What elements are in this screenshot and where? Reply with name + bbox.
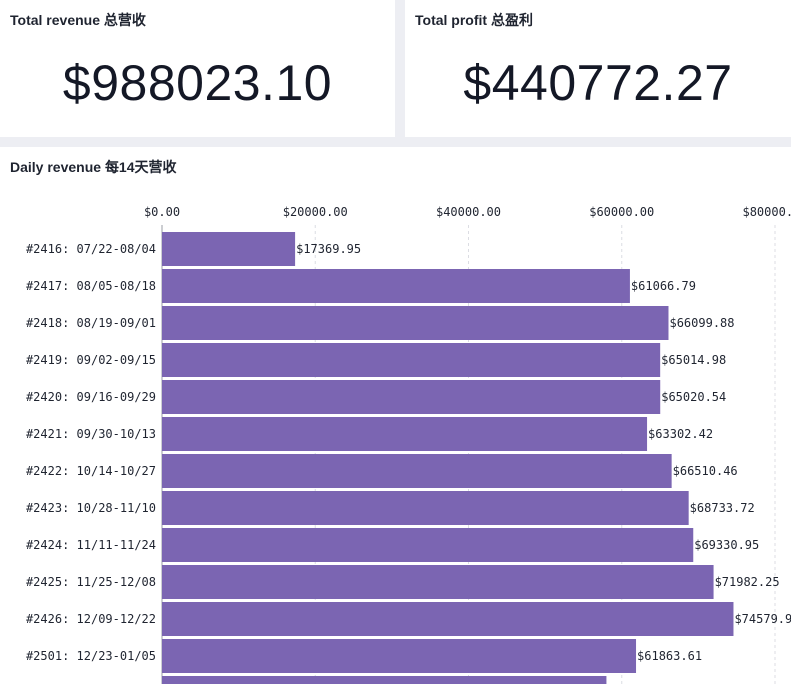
revenue-bar[interactable] bbox=[162, 639, 637, 673]
daily-revenue-title: Daily revenue 每14天营收 bbox=[10, 159, 177, 175]
revenue-bar[interactable] bbox=[162, 528, 694, 562]
total-revenue-title: Total revenue 总营收 bbox=[10, 12, 146, 28]
category-label: #2425: 11/25-12/08 bbox=[26, 575, 156, 589]
category-label: #2416: 07/22-08/04 bbox=[26, 242, 156, 256]
value-label: $65020.54 bbox=[661, 390, 726, 404]
revenue-bar[interactable] bbox=[162, 306, 669, 340]
category-label: #2419: 09/02-09/15 bbox=[26, 353, 156, 367]
x-tick-label: $60000.00 bbox=[589, 205, 654, 219]
value-label: $63302.42 bbox=[648, 427, 713, 441]
total-profit-card: Total profit 总盈利 $440772.27 bbox=[405, 0, 791, 137]
revenue-bar[interactable] bbox=[162, 676, 607, 684]
category-label: #2421: 09/30-10/13 bbox=[26, 427, 156, 441]
revenue-bar[interactable] bbox=[162, 343, 661, 377]
daily-revenue-chart: $0.00 $20000.00 $40000.00 $60000.00 $80000.0… bbox=[26, 205, 791, 684]
value-label: $61066.79 bbox=[631, 279, 696, 293]
revenue-bar[interactable] bbox=[162, 269, 630, 303]
value-label: $68733.72 bbox=[690, 501, 755, 515]
category-label: #2420: 09/16-09/29 bbox=[26, 390, 156, 404]
category-label: #2417: 08/05-08/18 bbox=[26, 279, 156, 293]
daily-revenue-card: $0.00 $20000.00 $40000.00 $60000.00 $80000.0… bbox=[0, 147, 791, 684]
value-label: $66099.88 bbox=[669, 316, 734, 330]
x-tick-label: $0.00 bbox=[144, 205, 180, 219]
revenue-bar[interactable] bbox=[162, 417, 648, 451]
value-label: $17369.95 bbox=[296, 242, 361, 256]
total-profit-title: Total profit 总盈利 bbox=[415, 12, 533, 28]
category-label: #2501: 12/23-01/05 bbox=[26, 649, 156, 663]
revenue-bar[interactable] bbox=[162, 491, 689, 525]
revenue-bar[interactable] bbox=[162, 232, 296, 266]
total-revenue-value: $988023.10 bbox=[62, 55, 333, 111]
x-tick-label: $40000.00 bbox=[436, 205, 501, 219]
x-tick-label: $20000.00 bbox=[283, 205, 348, 219]
revenue-bar[interactable] bbox=[162, 565, 714, 599]
total-profit-value: $440772.27 bbox=[463, 55, 733, 111]
value-label: $71982.25 bbox=[715, 575, 780, 589]
revenue-bar[interactable] bbox=[162, 454, 672, 488]
category-label: #2418: 08/19-09/01 bbox=[26, 316, 156, 330]
revenue-bar[interactable] bbox=[162, 602, 734, 636]
value-label: $69330.95 bbox=[694, 538, 759, 552]
value-label: $65014.98 bbox=[661, 353, 726, 367]
total-revenue-card: Total revenue 总营收 $988023.10 bbox=[0, 0, 395, 137]
category-label: #2422: 10/14-10/27 bbox=[26, 464, 156, 478]
value-label: $74579.92 bbox=[734, 612, 791, 626]
category-label: #2424: 11/11-11/24 bbox=[26, 538, 156, 552]
x-tick-label: $80000.00 bbox=[742, 205, 791, 219]
revenue-bar[interactable] bbox=[162, 380, 661, 414]
value-label: $66510.46 bbox=[673, 464, 738, 478]
value-label: $61863.61 bbox=[637, 649, 702, 663]
category-label: #2426: 12/09-12/22 bbox=[26, 612, 156, 626]
category-label: #2423: 10/28-11/10 bbox=[26, 501, 156, 515]
